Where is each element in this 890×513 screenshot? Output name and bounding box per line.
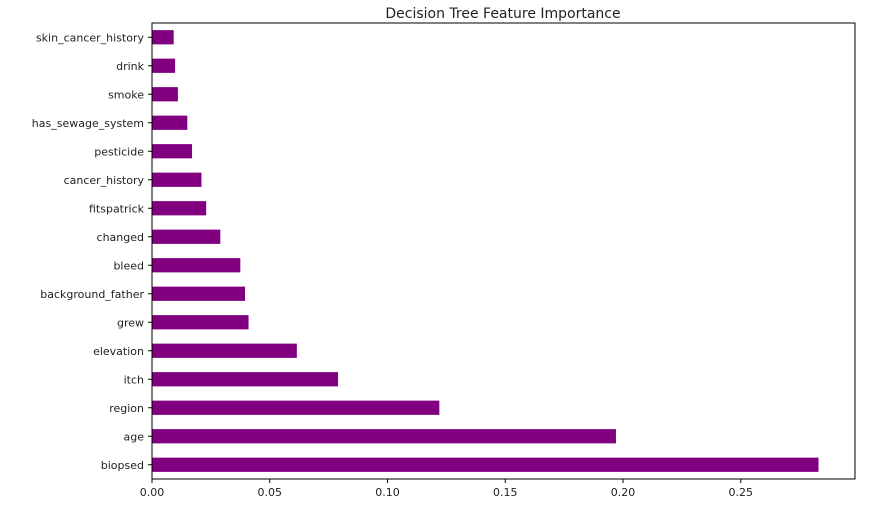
y-tick-label: pesticide	[94, 145, 144, 158]
x-tick-label: 0.05	[258, 486, 283, 499]
bar-cancer_history	[152, 172, 202, 187]
bar-smoke	[152, 87, 178, 102]
x-axis-ticks: 0.00 0.05 0.10 0.15 0.20 0.25	[140, 479, 753, 499]
y-tick-label: itch	[124, 373, 144, 386]
bars-layer	[152, 30, 819, 472]
y-tick-label: drink	[116, 60, 145, 73]
bar-itch	[152, 372, 339, 387]
y-tick-label: fitspatrick	[89, 202, 145, 215]
x-tick-label: 0.15	[493, 486, 518, 499]
x-tick-label: 0.25	[729, 486, 754, 499]
x-tick-label: 0.10	[375, 486, 400, 499]
bar-background_father	[152, 286, 246, 301]
bar-drink	[152, 58, 176, 73]
x-tick-label: 0.00	[140, 486, 165, 499]
y-tick-label: elevation	[93, 345, 144, 358]
bar-grew	[152, 315, 249, 330]
y-tick-label: region	[109, 402, 144, 415]
y-tick-label: age	[124, 430, 145, 443]
bar-pesticide	[152, 144, 193, 159]
y-tick-label: background_father	[40, 288, 144, 301]
plot-frame	[151, 22, 856, 480]
bar-bleed	[152, 258, 241, 273]
bar-skin_cancer_history	[152, 30, 174, 45]
y-tick-label: biopsed	[101, 459, 144, 472]
bar-biopsed	[152, 457, 819, 472]
y-tick-label: bleed	[113, 259, 144, 272]
y-tick-label: grew	[117, 316, 144, 329]
y-tick-label: changed	[97, 231, 144, 244]
y-tick-label: cancer_history	[64, 174, 145, 187]
bar-has_sewage_system	[152, 115, 188, 130]
y-axis-ticks: biopsed age region itch elevation grew backgro…	[32, 31, 152, 472]
bar-fitspatrick	[152, 201, 207, 216]
bar-elevation	[152, 343, 297, 358]
bar-age	[152, 429, 616, 444]
chart-title: Decision Tree Feature Importance	[385, 6, 620, 22]
bar-changed	[152, 229, 221, 244]
y-tick-label: skin_cancer_history	[36, 31, 145, 44]
bar-region	[152, 400, 440, 415]
y-tick-label: has_sewage_system	[32, 117, 144, 130]
y-tick-label: smoke	[108, 88, 144, 101]
x-tick-label: 0.20	[611, 486, 636, 499]
